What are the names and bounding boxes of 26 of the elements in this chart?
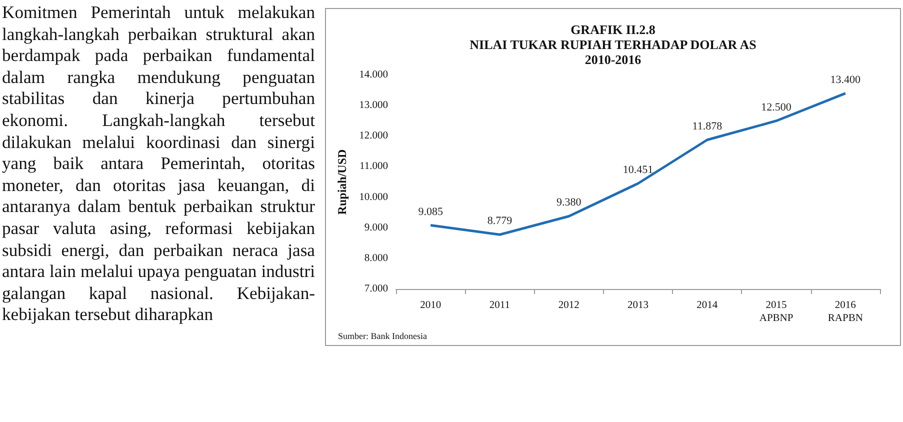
data-label: 9.085 (418, 206, 444, 218)
data-label: 11.878 (692, 120, 723, 132)
data-label: 8.779 (487, 215, 513, 228)
y-tick-label: 14.000 (359, 70, 388, 80)
text: Komitmen Pemerintah untuk melakukan langkah-langkah perbaikan struktural akan berdampak pada perbaikan fundamental dalam rangka mendukung penguatan stabilitas dan kinerja pertumbuhan ekonomi. Langkah-langkah tersebut dilakukan melalui koordinasi dan sinergi yang baik antara Pemerintah, otoritas moneter, dan otoritas jasa keuangan, di antaranya dalam bentuk perbaikan struktur pasar valuta asing, reformasi kebijakan subsidi energi, dan perbaikan neraca jasa antara lain melalui upaya penguatan industri galangan kapal nasional. Kebijakan-kebijakan tersebut diharapkan (2, 2, 315, 324)
data-label: 13.400 (830, 74, 862, 86)
y-tick-label: 8.000 (364, 252, 388, 264)
data-label: 10.451 (622, 164, 654, 176)
x-tick-label: 2010 (420, 300, 442, 311)
x-tick-label: 2013 (628, 300, 648, 311)
data-label: 9.380 (556, 196, 582, 209)
text: Sumber: Bank Indonesia (338, 331, 427, 341)
y-tick-label: 13.000 (359, 100, 388, 112)
chart-title: GRAFIK II.2.8 NILAI TUKAR RUPIAH TERHADAP DOLAR AS 2010-2016 (470, 22, 756, 67)
x-tick-label: 2016 RAPBN (828, 300, 864, 324)
y-tick-label: 7.000 (364, 284, 388, 294)
y-tick-label: 10.000 (359, 192, 388, 203)
y-axis-title: Rupiah/USD (335, 148, 350, 215)
x-tick-label: 2015 APBNP (759, 300, 794, 324)
data-label: 12.500 (761, 101, 792, 114)
x-tick-label: 2011 (489, 300, 510, 311)
y-tick-label: 9.000 (364, 222, 388, 234)
y-tick-label: 12.000 (359, 130, 388, 142)
y-tick-label: 11.000 (360, 161, 388, 172)
x-tick-label: 2012 (558, 300, 580, 311)
x-tick-label: 2014 (696, 300, 718, 311)
